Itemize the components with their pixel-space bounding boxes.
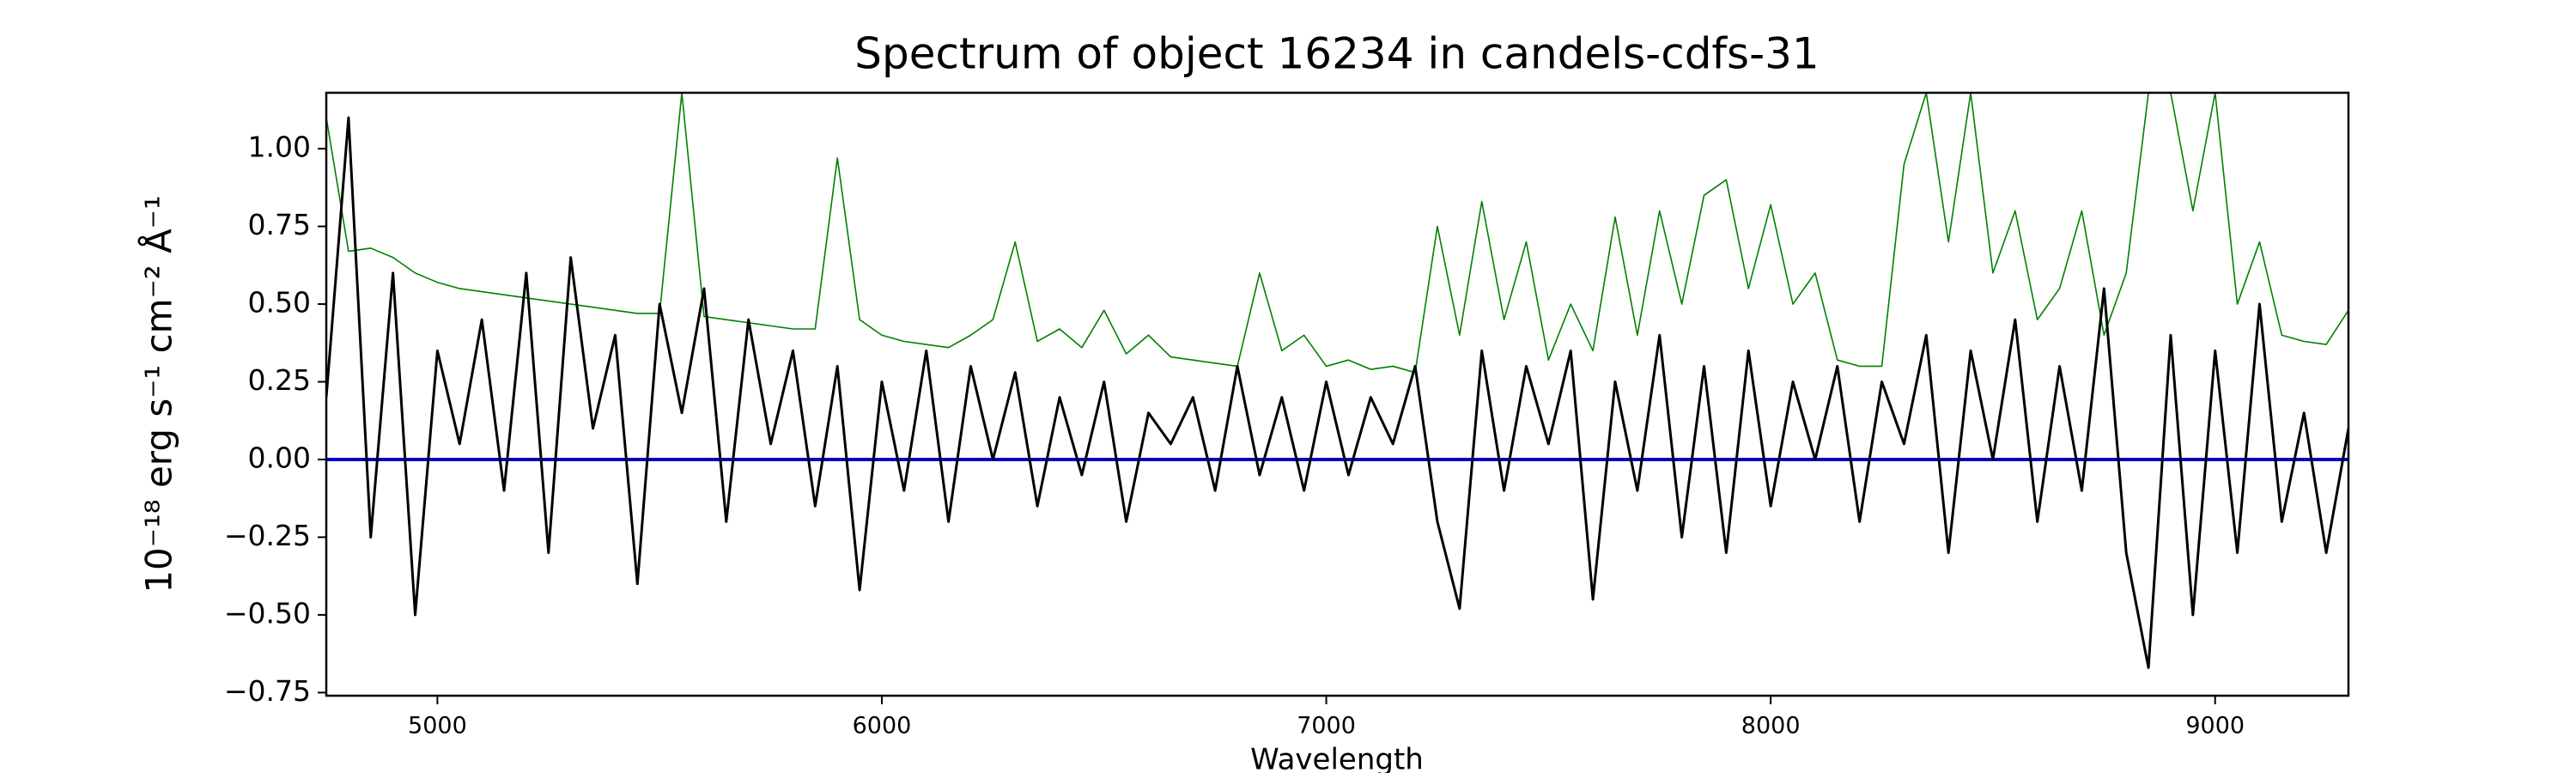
spectrum-line: [326, 116, 2348, 669]
y-tick-label: 0.75: [248, 208, 311, 241]
chart-title: Spectrum of object 16234 in candels-cdfs…: [854, 29, 1820, 79]
plot-frame: [325, 91, 2350, 697]
y-tick-label: 0.00: [248, 441, 311, 474]
y-tick-label: 1.00: [248, 131, 311, 164]
y-tick-label: −0.50: [224, 596, 311, 630]
y-tick-label: −0.25: [224, 519, 311, 552]
x-tick-label: 8000: [1741, 713, 1801, 740]
x-tick-label: 9000: [2185, 713, 2245, 740]
x-axis-label: Wavelength: [1250, 743, 1424, 773]
plot-area: [326, 93, 2348, 669]
y-tick-label: 0.50: [248, 286, 311, 320]
y-tick-label: −0.75: [224, 674, 311, 708]
y-axis-label: 10⁻¹⁸ erg s⁻¹ cm⁻² Å⁻¹: [137, 195, 180, 593]
x-tick-label: 6000: [853, 713, 912, 740]
y-tick-label: 0.25: [248, 363, 311, 397]
x-tick-label: 7000: [1297, 713, 1356, 740]
spectrum-line: [326, 93, 2348, 374]
x-tick-label: 5000: [408, 713, 467, 740]
